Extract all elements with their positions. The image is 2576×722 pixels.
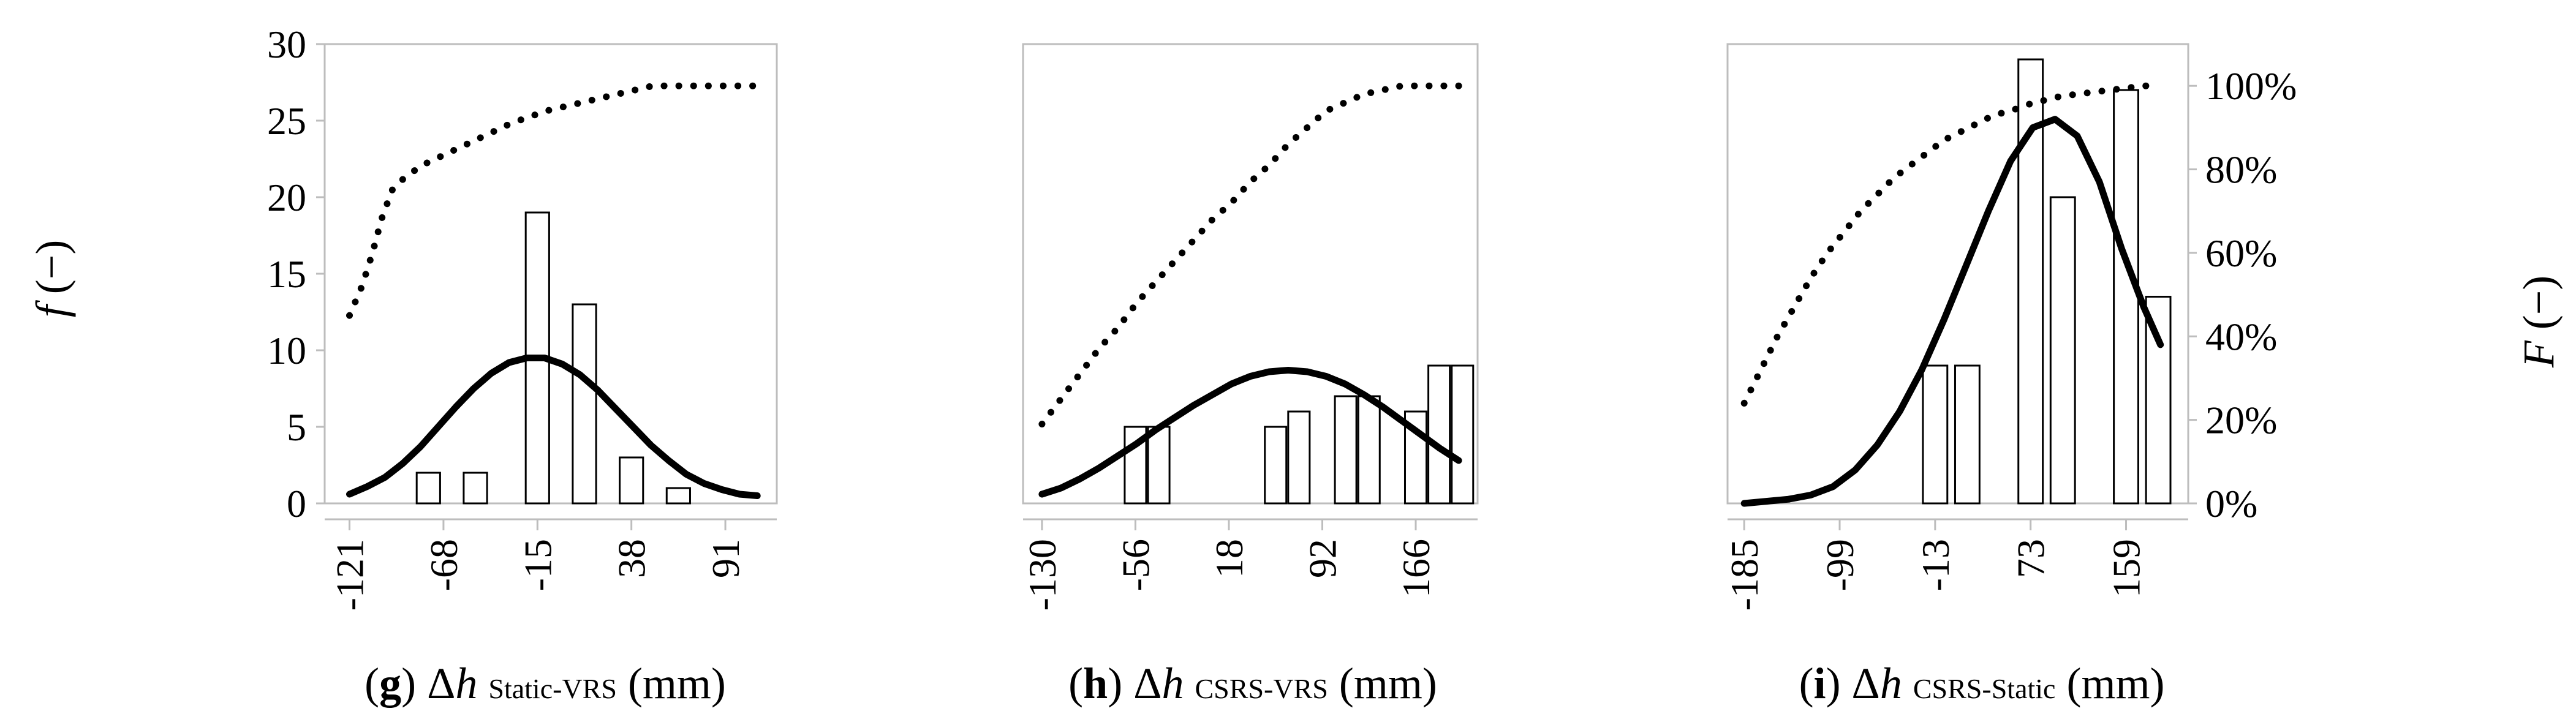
caption-letter: h bbox=[1083, 659, 1108, 708]
caption-space-2 bbox=[617, 659, 628, 708]
histogram-bar bbox=[1264, 426, 1288, 505]
chart-i-caption: (i) Δh CSRS-Static (mm) bbox=[1799, 659, 2165, 708]
x-tick-label: 73 bbox=[2009, 539, 2053, 578]
x-tick-label: -99 bbox=[1818, 539, 1862, 591]
right-axis-label: F (−) bbox=[2514, 276, 2563, 369]
histogram-bar bbox=[1427, 364, 1451, 505]
caption-unit: (mm) bbox=[2066, 659, 2164, 708]
density-curve-line bbox=[346, 355, 761, 499]
y2-tick-label: 100% bbox=[2205, 64, 2297, 108]
histogram-bar bbox=[1287, 410, 1311, 505]
caption-close-paren: ) bbox=[401, 659, 427, 708]
y-tick-label: 25 bbox=[267, 99, 306, 143]
x-tick-label: 38 bbox=[610, 539, 654, 578]
caption-delta: Δ bbox=[1852, 659, 1880, 708]
x-tick-label: -15 bbox=[516, 539, 559, 591]
histogram-bar bbox=[1147, 426, 1171, 505]
plot-frame bbox=[1022, 43, 1479, 505]
x-tick-label: -130 bbox=[1021, 539, 1064, 611]
chart-panel-h: (h) Δh CSRS-VRS (mm) -130 -56 18 92 166 bbox=[1021, 43, 1479, 708]
caption-space bbox=[1184, 659, 1195, 708]
caption-delta: Δ bbox=[1133, 659, 1161, 708]
x-tick-label: -68 bbox=[422, 539, 466, 591]
histogram-bar bbox=[1357, 395, 1381, 505]
caption-open-paren: ( bbox=[1068, 659, 1083, 708]
caption-close-paren: ) bbox=[1108, 659, 1133, 708]
x-tick-label: -56 bbox=[1114, 539, 1157, 591]
x-tick-label: -185 bbox=[1723, 539, 1766, 611]
y2-tick-label: 20% bbox=[2205, 399, 2277, 442]
caption-var: h bbox=[1880, 659, 1902, 708]
left-axis-label-rest: (−) bbox=[27, 240, 76, 306]
y2-tick-label: 60% bbox=[2205, 231, 2277, 275]
caption-unit: (mm) bbox=[1339, 659, 1437, 708]
caption-open-paren: ( bbox=[1799, 659, 1814, 708]
x-tick-label: 18 bbox=[1207, 539, 1251, 578]
caption-var: h bbox=[1162, 659, 1184, 708]
caption-space-2 bbox=[1328, 659, 1339, 708]
caption-letter: g bbox=[379, 659, 401, 708]
y-tick-label: 5 bbox=[287, 405, 306, 449]
x-tick-label: 91 bbox=[704, 539, 747, 578]
caption-subscript: CSRS-Static bbox=[1913, 673, 2056, 704]
histogram-bar bbox=[1451, 364, 1475, 505]
left-axis-label: f (−) bbox=[27, 240, 76, 318]
y-tick-label: 15 bbox=[267, 252, 306, 296]
y2-tick-label: 80% bbox=[2205, 148, 2277, 192]
y2-tick-label: 40% bbox=[2205, 315, 2277, 358]
x-tick-label: -121 bbox=[328, 539, 372, 611]
caption-delta: Δ bbox=[427, 659, 455, 708]
chart-h-caption: (h) Δh CSRS-VRS (mm) bbox=[1068, 659, 1437, 708]
caption-unit: (mm) bbox=[628, 659, 726, 708]
y-tick-label: 0 bbox=[287, 482, 306, 525]
caption-close-paren: ) bbox=[1826, 659, 1852, 708]
density-curve-line bbox=[1038, 367, 1462, 498]
right-axis-label-italic: F bbox=[2514, 340, 2563, 368]
y-tick-label: 30 bbox=[267, 23, 306, 66]
histogram-bar bbox=[572, 303, 597, 505]
caption-subscript: CSRS-VRS bbox=[1195, 673, 1328, 704]
y2-tick-label: 0% bbox=[2205, 482, 2257, 525]
caption-subscript: Static-VRS bbox=[488, 673, 617, 704]
histogram-bar bbox=[2113, 89, 2139, 505]
x-tick-label: 92 bbox=[1301, 539, 1344, 578]
histogram-bar bbox=[665, 487, 691, 505]
caption-space bbox=[477, 659, 488, 708]
histogram-bar bbox=[1954, 364, 1981, 505]
caption-letter: i bbox=[1814, 659, 1826, 708]
histogram-bar bbox=[2049, 196, 2076, 505]
chart-g-caption: (g) Δh Static-VRS (mm) bbox=[364, 659, 726, 708]
histogram-bar bbox=[415, 472, 441, 505]
y-tick-label: 10 bbox=[267, 329, 306, 372]
chart-panel-g: (g) Δh Static-VRS (mm) 0 5 10 15 20 25 30 -121 -… bbox=[267, 23, 778, 708]
histogram-bar bbox=[619, 456, 644, 505]
cumulative-curve-line bbox=[346, 82, 763, 319]
cumulative-curve-line bbox=[1740, 82, 2164, 407]
y-tick-label: 20 bbox=[267, 176, 306, 219]
caption-open-paren: ( bbox=[364, 659, 379, 708]
caption-var: h bbox=[455, 659, 477, 708]
density-curve-line bbox=[1740, 116, 2164, 507]
x-tick-label: 159 bbox=[2105, 539, 2148, 598]
x-tick-label: -13 bbox=[1914, 539, 1957, 591]
caption-space-2 bbox=[2055, 659, 2066, 708]
histogram-bar bbox=[463, 472, 488, 505]
histogram-bar bbox=[1334, 395, 1358, 505]
caption-space bbox=[1902, 659, 1913, 708]
x-tick-label: 166 bbox=[1394, 539, 1438, 598]
right-axis-label-rest: (−) bbox=[2514, 276, 2563, 341]
chart-panel-i: (i) Δh CSRS-Static (mm) 0% 20% 40% 60% 80% 10… bbox=[1723, 43, 2297, 708]
histogram-bar bbox=[2145, 296, 2172, 505]
histogram-bar bbox=[1922, 364, 1949, 505]
